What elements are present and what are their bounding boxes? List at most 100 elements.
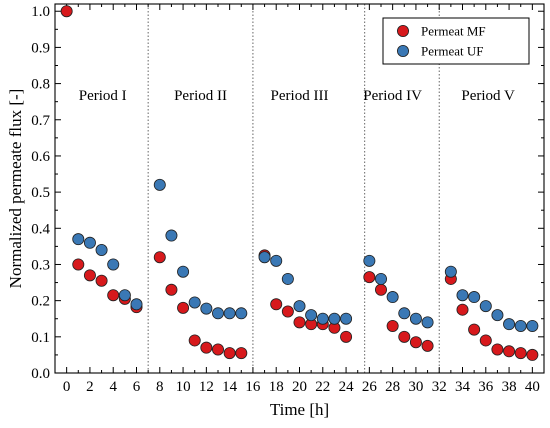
x-tick-label: 26 <box>362 379 378 395</box>
data-point-mf <box>340 330 353 343</box>
data-point-mf <box>107 289 120 302</box>
data-point-uf <box>153 178 166 191</box>
x-tick-label: 18 <box>269 379 284 395</box>
period-label: Period IV <box>363 88 422 104</box>
data-point-uf <box>83 236 96 249</box>
data-point-uf <box>107 258 120 271</box>
y-tick-label: 0.3 <box>31 257 50 273</box>
x-tick-label: 24 <box>339 379 355 395</box>
x-tick-label: 30 <box>408 379 423 395</box>
x-tick-label: 10 <box>176 379 191 395</box>
data-point-uf <box>293 300 306 313</box>
y-tick-label: 0.7 <box>31 113 50 129</box>
data-point-mf <box>398 330 411 343</box>
x-tick-label: 32 <box>432 379 447 395</box>
data-point-mf <box>526 348 539 361</box>
data-point-uf <box>235 307 248 320</box>
data-point-uf <box>456 289 469 302</box>
data-point-mf <box>363 271 376 284</box>
period-label: Period II <box>174 88 227 104</box>
data-point-uf <box>340 312 353 325</box>
period-label: Period V <box>461 88 515 104</box>
data-point-mf <box>95 274 108 287</box>
x-tick-label: 0 <box>63 379 71 395</box>
legend-box <box>382 17 530 65</box>
x-tick-label: 8 <box>156 379 164 395</box>
data-point-mf <box>479 334 492 347</box>
x-tick-label: 4 <box>109 379 117 395</box>
data-point-mf <box>503 345 516 358</box>
data-point-mf <box>223 347 236 360</box>
y-axis-title: Normalized permeate flux [-] <box>6 89 25 289</box>
x-tick-label: 36 <box>478 379 494 395</box>
data-point-uf <box>386 291 399 304</box>
period-label: Period III <box>271 88 329 104</box>
y-tick-label: 0.0 <box>31 366 50 382</box>
data-point-mf <box>153 251 166 264</box>
x-axis-title: Time [h] <box>270 400 329 419</box>
data-point-uf <box>526 319 539 332</box>
y-tick-label: 0.8 <box>31 77 50 93</box>
plot-layer: 0 2 4 6 8 10 12 14 16 18 20 22 24 26 28 30 32 34 36 38 400.0… <box>6 3 545 419</box>
data-point-uf <box>130 298 143 311</box>
data-point-uf <box>514 319 527 332</box>
data-point-uf <box>305 309 318 322</box>
legend-label: Permeat MF <box>421 24 486 39</box>
legend-marker <box>396 24 409 37</box>
data-point-uf <box>398 307 411 320</box>
data-point-uf <box>479 300 492 313</box>
period-label: Period I <box>79 88 127 104</box>
y-tick-label: 0.5 <box>31 185 50 201</box>
data-point-uf <box>188 296 201 309</box>
legend-marker <box>396 45 409 58</box>
data-point-mf <box>374 283 387 296</box>
data-point-mf <box>165 283 178 296</box>
x-tick-label: 2 <box>86 379 94 395</box>
data-point-uf <box>316 312 329 325</box>
data-point-uf <box>281 272 294 285</box>
data-point-mf <box>72 258 85 271</box>
data-point-uf <box>363 254 376 267</box>
x-tick-label: 16 <box>245 379 261 395</box>
data-point-mf <box>83 269 96 282</box>
data-point-mf <box>188 334 201 347</box>
data-point-uf <box>328 312 341 325</box>
data-point-mf <box>421 339 434 352</box>
data-point-mf <box>211 343 224 356</box>
data-point-uf <box>421 316 434 329</box>
data-point-uf <box>468 291 481 304</box>
data-point-uf <box>165 229 178 242</box>
data-point-uf <box>118 289 131 302</box>
data-point-mf <box>293 316 306 329</box>
data-point-uf <box>211 307 224 320</box>
data-point-uf <box>374 272 387 285</box>
y-tick-label: 0.6 <box>31 149 50 165</box>
data-point-mf <box>386 319 399 332</box>
data-point-mf <box>514 347 527 360</box>
data-point-uf <box>200 302 213 315</box>
data-point-uf <box>270 254 283 267</box>
x-tick-label: 14 <box>222 379 238 395</box>
data-point-mf <box>491 343 504 356</box>
y-tick-label: 0.4 <box>31 221 50 237</box>
data-point-uf <box>444 265 457 278</box>
data-point-mf <box>281 305 294 318</box>
data-point-mf <box>456 303 469 316</box>
data-point-uf <box>72 233 85 246</box>
x-tick-label: 22 <box>315 379 330 395</box>
x-tick-label: 20 <box>292 379 307 395</box>
x-tick-label: 40 <box>525 379 540 395</box>
x-tick-label: 34 <box>455 379 471 395</box>
y-tick-label: 1.0 <box>31 4 50 20</box>
data-point-uf <box>491 309 504 322</box>
data-point-mf <box>177 301 190 314</box>
data-point-uf <box>223 307 236 320</box>
x-tick-label: 12 <box>199 379 214 395</box>
data-point-uf <box>409 312 422 325</box>
data-point-mf <box>270 298 283 311</box>
y-tick-label: 0.2 <box>31 294 50 310</box>
data-point-uf <box>95 243 108 256</box>
x-tick-label: 28 <box>385 379 400 395</box>
data-point-uf <box>503 318 516 331</box>
